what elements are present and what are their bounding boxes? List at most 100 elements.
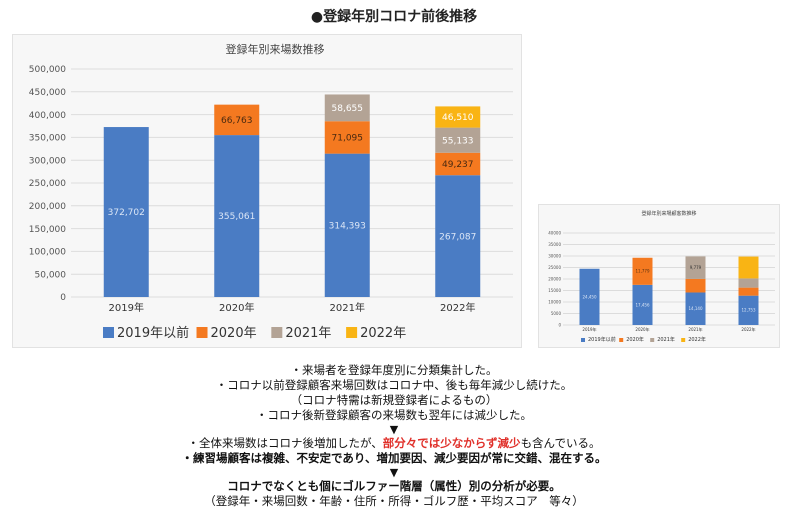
bar-segment — [738, 295, 759, 325]
data-label: 14,140 — [689, 306, 703, 311]
main-chart: 登録年別来場数推移 0 50,000 100,000 150,000 200,000 250… — [29, 42, 513, 341]
y-tick-label: 250,000 — [29, 179, 66, 189]
x-tick-label: 2020年 — [219, 301, 254, 314]
legend-label: 2020年 — [626, 336, 644, 343]
legend-swatch — [619, 338, 624, 342]
y-tick-label: 35000 — [548, 242, 561, 247]
note-line-highlight: ・全体来場数はコロナ後増加したが、部分々では少なからず減少も含んでいる。 — [0, 436, 788, 451]
y-tick-label: 450,000 — [29, 88, 66, 98]
data-label: 46,510 — [442, 113, 474, 123]
bar-segment — [103, 127, 149, 298]
chart-title: 登録年別来場数推移 — [226, 42, 325, 56]
y-tick-label: 20000 — [548, 276, 561, 281]
data-label: 12,753 — [742, 308, 756, 313]
bar-segment — [435, 106, 481, 128]
x-tick-label: 2021年 — [688, 326, 702, 332]
x-tick-label: 2020年 — [635, 326, 649, 332]
bar-segment — [738, 278, 759, 288]
data-label: 66,763 — [221, 116, 253, 126]
bar-segment — [685, 256, 706, 279]
data-label: 58,655 — [332, 104, 364, 114]
bar-segment — [214, 104, 260, 136]
bar-segment — [324, 153, 370, 297]
note-line: ・練習場顧客は複雑、不安定であり、増加要因、減少要因が常に交錯、混在する。 — [181, 451, 607, 465]
bar-segment — [632, 257, 653, 285]
note-text: ・全体来場数はコロナ後増加したが、 — [187, 436, 383, 450]
legend-label: 2022年 — [360, 326, 406, 341]
highlight-text: 部分々では少なからず減少 — [382, 436, 521, 450]
y-tick-label: 300,000 — [29, 156, 66, 166]
data-label: 24,450 — [583, 294, 597, 299]
legend-swatch — [650, 338, 655, 342]
y-tick-label: 5000 — [551, 311, 562, 316]
y-tick-label: 200,000 — [29, 202, 66, 212]
x-tick-label: 2019年 — [109, 301, 144, 314]
data-label: 11,779 — [636, 269, 650, 274]
y-tick-label: 500,000 — [29, 65, 66, 75]
data-label: 355,061 — [218, 212, 255, 222]
page-title: ●登録年別コロナ前後推移 — [310, 9, 478, 25]
y-tick-label: 10000 — [548, 299, 561, 304]
y-tick-label: 50,000 — [35, 270, 67, 280]
note-line: ・来場者を登録年度別に分類集計した。 — [290, 363, 498, 377]
legend-label: 2022年 — [688, 336, 706, 343]
data-label: 49,237 — [442, 160, 474, 170]
conclusion-line: コロナでなくとも個にゴルファー階層（属性）別の分析が必要。 — [227, 479, 561, 493]
mini-chart-panel: 登録年別来場顧客数推移 0 5000 10000 15000 20000 25000 3000… — [538, 204, 780, 348]
bar-segment — [214, 135, 260, 297]
bar-segment — [435, 152, 481, 176]
y-tick-label: 0 — [558, 322, 561, 327]
legend-label: 2021年 — [657, 336, 675, 343]
mini-chart: 登録年別来場顧客数推移 0 5000 10000 15000 20000 25000 3000… — [548, 210, 775, 343]
legend-swatch — [271, 327, 283, 338]
data-label: 267,087 — [439, 232, 476, 242]
bar-segment — [685, 292, 706, 325]
x-tick-label: 2022年 — [440, 301, 475, 314]
y-tick-label: 25000 — [548, 265, 561, 270]
x-tick-label: 2021年 — [330, 301, 365, 314]
analysis-notes: ・来場者を登録年度別に分類集計した。 ・コロナ以前登録顧客来場回数はコロナ中、後… — [0, 363, 788, 509]
data-label: 314,393 — [329, 221, 366, 231]
note-line: （コロナ特需は新規登録者によるもの） — [290, 393, 498, 407]
bar-segment — [435, 127, 481, 153]
down-arrow-icon: ▼ — [389, 466, 399, 479]
data-label: 55,133 — [442, 136, 474, 146]
bar-segment — [685, 278, 706, 293]
note-line: ・コロナ以前登録顧客来場回数はコロナ中、後も毎年減少し続けた。 — [215, 378, 573, 392]
note-line: ・コロナ後新登録顧客の来場数も翌年には減少した。 — [256, 408, 532, 422]
bar-segment — [579, 268, 600, 325]
legend-label: 2021年 — [285, 326, 331, 341]
y-tick-label: 30000 — [548, 253, 561, 258]
bar-segment — [435, 175, 481, 297]
bar-segment — [738, 256, 759, 279]
x-tick-label: 2022年 — [741, 326, 755, 332]
legend-swatch — [346, 327, 358, 338]
data-label: 17,456 — [636, 302, 650, 307]
legend-swatch — [196, 327, 208, 338]
y-tick-label: 0 — [60, 293, 66, 303]
y-tick-label: 350,000 — [29, 134, 66, 144]
bar-segment — [324, 94, 370, 122]
y-tick-label: 100,000 — [29, 248, 66, 258]
chart-title: 登録年別来場顧客数推移 — [641, 210, 696, 217]
data-label: 9,779 — [690, 265, 702, 270]
data-label: 71,095 — [332, 134, 364, 144]
y-tick-label: 40000 — [548, 230, 561, 235]
main-chart-panel: 登録年別来場数推移 0 50,000 100,000 150,000 200,000 250… — [12, 34, 522, 348]
legend-label: 2019年以前 — [117, 325, 189, 341]
x-tick-label: 2019年 — [582, 326, 596, 332]
note-text: も含んでいる。 — [520, 436, 601, 450]
conclusion-detail: （登録年・来場回数・年齢・住所・所得・ゴルフ歴・平均スコア 等々） — [204, 494, 584, 508]
legend-swatch — [681, 338, 686, 342]
down-arrow-icon: ▼ — [389, 423, 399, 436]
y-tick-label: 400,000 — [29, 111, 66, 121]
data-label: 372,702 — [108, 208, 145, 218]
y-tick-label: 15000 — [548, 288, 561, 293]
legend-swatch — [103, 327, 114, 338]
bar-segment — [738, 287, 759, 296]
legend-label: 2020年 — [211, 326, 257, 341]
y-tick-label: 150,000 — [29, 225, 66, 235]
bar-segment — [632, 284, 653, 325]
bar-segment — [324, 121, 370, 154]
legend-swatch — [581, 338, 585, 342]
